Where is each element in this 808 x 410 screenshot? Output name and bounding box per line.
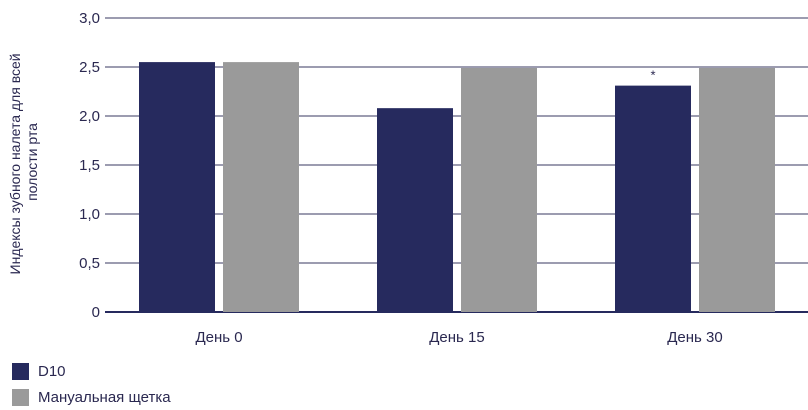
y-axis-label-line-2: полости рта [24, 123, 40, 201]
y-tick-label: 0,5 [79, 255, 100, 272]
bar-d10-0 [139, 62, 215, 312]
legend: D10 Мануальная щетка [12, 358, 171, 410]
legend-label-manual: Мануальная щетка [38, 388, 171, 406]
bar-d10-2 [615, 85, 691, 313]
x-category-label: День 30 [667, 329, 722, 346]
legend-swatch-manual [12, 388, 29, 406]
x-category-label: День 0 [195, 329, 242, 346]
y-tick-label: 3,0 [79, 10, 100, 27]
y-axis-label: Индексы зубного налета для всей полости … [7, 50, 40, 275]
legend-item-d10: D10 [12, 358, 171, 384]
y-axis-label-line-1: Индексы зубного налета для всей [7, 53, 23, 274]
x-category-labels: День 0 День 15 День 30 [195, 329, 722, 346]
y-tick-label: 1,0 [79, 206, 100, 223]
x-category-label: День 15 [429, 329, 484, 346]
y-tick-label: 1,5 [79, 157, 100, 174]
y-tick-label: 2,5 [79, 59, 100, 76]
bar-d10-1 [377, 108, 453, 312]
bars [139, 62, 775, 313]
y-tick-labels: 0 0,5 1,0 1,5 2,0 2,5 3,0 [79, 10, 100, 321]
bar-manual-1 [461, 67, 537, 312]
legend-label-d10: D10 [38, 362, 66, 380]
legend-item-manual: Мануальная щетка [12, 384, 171, 410]
annotations: * [650, 68, 655, 83]
bar-manual-2 [699, 67, 775, 312]
bar-manual-0 [223, 62, 299, 312]
y-tick-label: 2,0 [79, 108, 100, 125]
y-tick-label: 0 [92, 304, 100, 321]
legend-swatch-d10 [12, 362, 29, 380]
significance-asterisk: * [650, 68, 655, 83]
